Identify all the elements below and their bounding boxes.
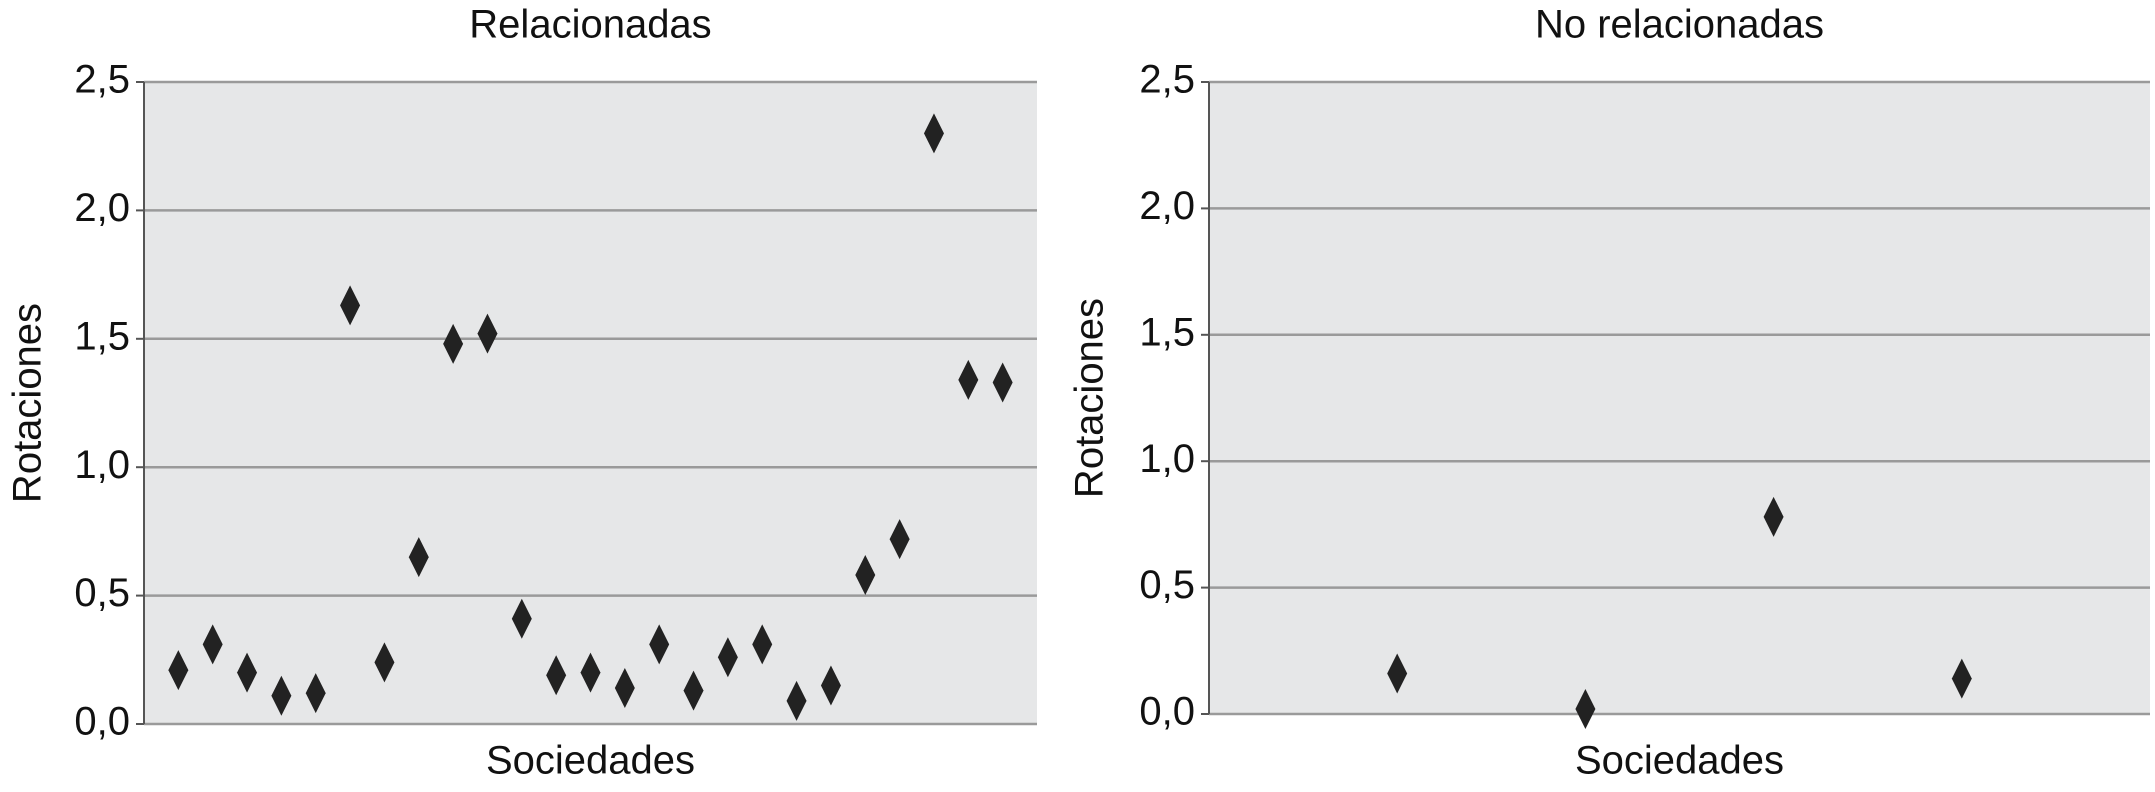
point [683, 670, 704, 711]
point [786, 680, 807, 721]
x-axis-label: Sociedades [1575, 739, 1784, 783]
y-tick-label: 0,5 [1139, 563, 1195, 607]
y-tick-label: 0,0 [74, 700, 130, 744]
point [202, 624, 223, 665]
point [614, 668, 635, 709]
y-tick-label: 2,5 [1139, 58, 1195, 102]
point [889, 519, 910, 560]
y-tick-label: 0,5 [74, 571, 130, 615]
y-tick-label: 1,0 [74, 443, 130, 487]
point [649, 624, 670, 665]
point [374, 642, 395, 683]
point [820, 665, 841, 706]
y-tick-label: 2,5 [74, 58, 130, 102]
point [168, 650, 189, 691]
point [1575, 688, 1596, 729]
y-tick-label: 2,0 [74, 186, 130, 230]
y-tick-label: 1,5 [74, 314, 130, 358]
point [408, 537, 429, 578]
point [546, 655, 567, 696]
point [1763, 496, 1784, 537]
plot-area [144, 82, 1037, 724]
plot-area [1209, 82, 2150, 714]
chart-title: No relacionadas [1535, 3, 1824, 47]
x-axis-label: Sociedades [486, 739, 695, 783]
point [511, 598, 532, 639]
point [717, 637, 738, 678]
y-tick-label: 0,0 [1139, 690, 1195, 734]
point [580, 652, 601, 693]
point [992, 362, 1013, 403]
y-tick-label: 1,0 [1139, 437, 1195, 481]
point [855, 555, 876, 596]
chart-title: Relacionadas [469, 3, 711, 47]
point [237, 652, 258, 693]
point [271, 675, 292, 716]
point [958, 359, 979, 400]
y-axis-label: Rotaciones [1068, 298, 1112, 498]
y-tick-label: 1,5 [1139, 310, 1195, 354]
point [340, 285, 361, 326]
point [305, 673, 326, 714]
point [1387, 653, 1408, 694]
point [477, 313, 498, 354]
point [443, 323, 464, 364]
y-tick-label: 2,0 [1139, 184, 1195, 228]
point [923, 113, 944, 154]
point [752, 624, 773, 665]
y-axis-label: Rotaciones [6, 303, 50, 503]
point [1951, 658, 1972, 699]
